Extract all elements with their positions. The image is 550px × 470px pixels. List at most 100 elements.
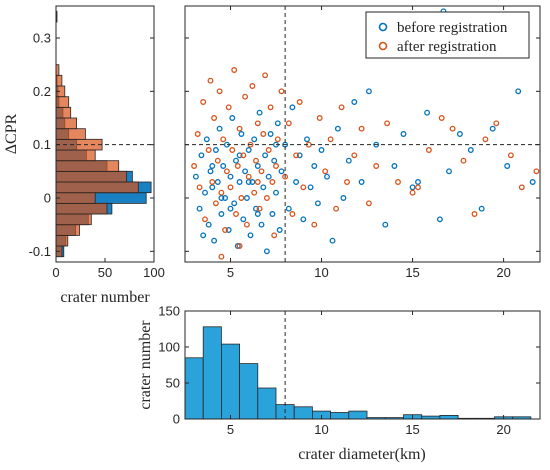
scatter-point-before	[256, 109, 263, 116]
bottom-histogram-y-tick-label: 50	[166, 376, 180, 391]
left-histogram-bars	[55, 10, 152, 258]
bottom-histogram-axes-frame	[184, 310, 541, 420]
scatter-point-before	[351, 99, 358, 105]
bottom-histogram-x-tick-label: 5	[227, 422, 234, 437]
scatter-point-before	[260, 184, 267, 191]
left-histogram-x-axis-label: crater number	[60, 289, 150, 306]
scatter-point-before	[276, 227, 283, 233]
scatter-point-before	[236, 152, 243, 159]
scatter-point-before	[229, 115, 236, 121]
scatter-point-after	[269, 179, 276, 185]
scatter-point-before	[207, 168, 214, 175]
scatter-point-before	[254, 211, 261, 217]
scatter-point-after	[216, 88, 223, 95]
scatter-point-after	[223, 168, 230, 175]
scatter-point-after	[256, 205, 263, 212]
scatter-point-after	[191, 163, 198, 169]
scatter-point-after	[251, 189, 258, 196]
scatter-point-before	[334, 125, 341, 132]
scatter-point-after	[316, 115, 323, 121]
scatter-point-after	[262, 72, 269, 79]
scatter-point-before	[209, 163, 216, 169]
scatter-point-before	[245, 147, 252, 153]
scatter-point-after	[289, 211, 296, 217]
scatter-point-before	[391, 163, 398, 169]
scatter-point-before	[478, 205, 485, 212]
scatter-point-after	[253, 157, 259, 164]
scatter-x-tick-label: 20	[496, 265, 510, 280]
scatter-point-after	[218, 189, 225, 196]
bottom-histogram-bars	[184, 326, 532, 420]
bottom-histogram-panel: 5 10 15 20 0 50 100 150 crater diameter(km) cra…	[137, 304, 541, 463]
scatter-point-before	[251, 136, 258, 143]
scatter-point-after	[263, 195, 270, 201]
scatter-point-after	[222, 227, 229, 233]
left-histogram-bar-after	[55, 160, 120, 172]
scatter-point-after	[254, 120, 261, 127]
delta-cpr-tick-label: 0	[44, 191, 51, 206]
scatter-point-after	[243, 221, 250, 228]
scatter-point-after	[202, 216, 208, 223]
scatter-point-after	[333, 205, 340, 212]
legend: before registration after registration	[365, 11, 530, 59]
left-histogram-bar-after	[55, 106, 72, 119]
scatter-point-after	[196, 184, 203, 191]
legend-marker-after-registration	[378, 41, 388, 51]
legend-label-after-registration: after registration	[397, 39, 497, 55]
scatter-point-after	[240, 152, 247, 159]
scatter-point-after	[338, 104, 345, 111]
scatter-point-before	[365, 88, 372, 95]
bottom-histogram-x-tick-label: 15	[405, 422, 419, 437]
scatter-point-after	[365, 200, 372, 207]
scatter-point-after	[395, 179, 401, 185]
scatter-point-after	[200, 99, 207, 105]
bottom-histogram-y-axis-label: crater number	[137, 320, 154, 410]
scatter-point-after	[278, 88, 285, 95]
legend-box	[365, 11, 530, 59]
scatter-point-after	[245, 173, 252, 180]
scatter-x-tick-label: 15	[405, 265, 419, 280]
scatter-point-after	[373, 163, 380, 169]
scatter-point-after	[300, 184, 307, 191]
scatter-point-after	[207, 77, 214, 84]
scatter-point-before	[227, 173, 234, 180]
delta-cpr-tick-label: 0.2	[33, 84, 51, 99]
scatter-point-before	[307, 184, 314, 191]
left-histogram-bar-after	[55, 74, 63, 87]
scatter-point-before	[529, 179, 536, 185]
legend-marker-before-registration	[378, 22, 388, 32]
scatter-point-after	[507, 152, 514, 159]
left-histogram-bar-after	[55, 213, 92, 226]
scatter-point-before	[456, 131, 463, 137]
crater-diameter-bar	[220, 343, 240, 420]
scatter-point-after	[274, 136, 281, 143]
delta-cpr-tick-label: -0.1	[29, 244, 51, 259]
scatter-point-after	[249, 83, 256, 89]
scatter-point-before	[273, 189, 279, 196]
scatter-point-after	[471, 211, 478, 217]
scatter-point-after	[311, 221, 318, 228]
scatter-point-after	[327, 136, 334, 143]
scatter-point-before	[254, 163, 261, 169]
bottom-histogram-x-tick-label: 20	[496, 422, 510, 437]
left-histogram-bar-after	[55, 128, 86, 140]
scatter-point-before	[314, 200, 321, 207]
scatter-point-after	[229, 147, 236, 153]
scatter-point-before	[212, 147, 219, 153]
delta-cpr-axis-label: ΔCPR	[3, 113, 20, 154]
scatter-point-before	[236, 179, 243, 185]
crater-diameter-bar	[239, 363, 259, 420]
scatter-point-after	[409, 189, 416, 196]
scatter-point-before	[358, 179, 365, 185]
scatter-point-before	[262, 152, 269, 159]
scatter-point-after	[220, 136, 227, 143]
scatter-point-before	[214, 179, 221, 185]
scatter-point-before	[249, 179, 256, 185]
scatter-point-after	[415, 184, 421, 191]
left-histogram-bar-after	[55, 181, 139, 194]
scatter-point-before	[253, 205, 259, 212]
scatter-point-after	[533, 168, 540, 175]
bottom-histogram-x-tick-label: 10	[314, 422, 328, 437]
scatter-point-after	[227, 184, 234, 191]
